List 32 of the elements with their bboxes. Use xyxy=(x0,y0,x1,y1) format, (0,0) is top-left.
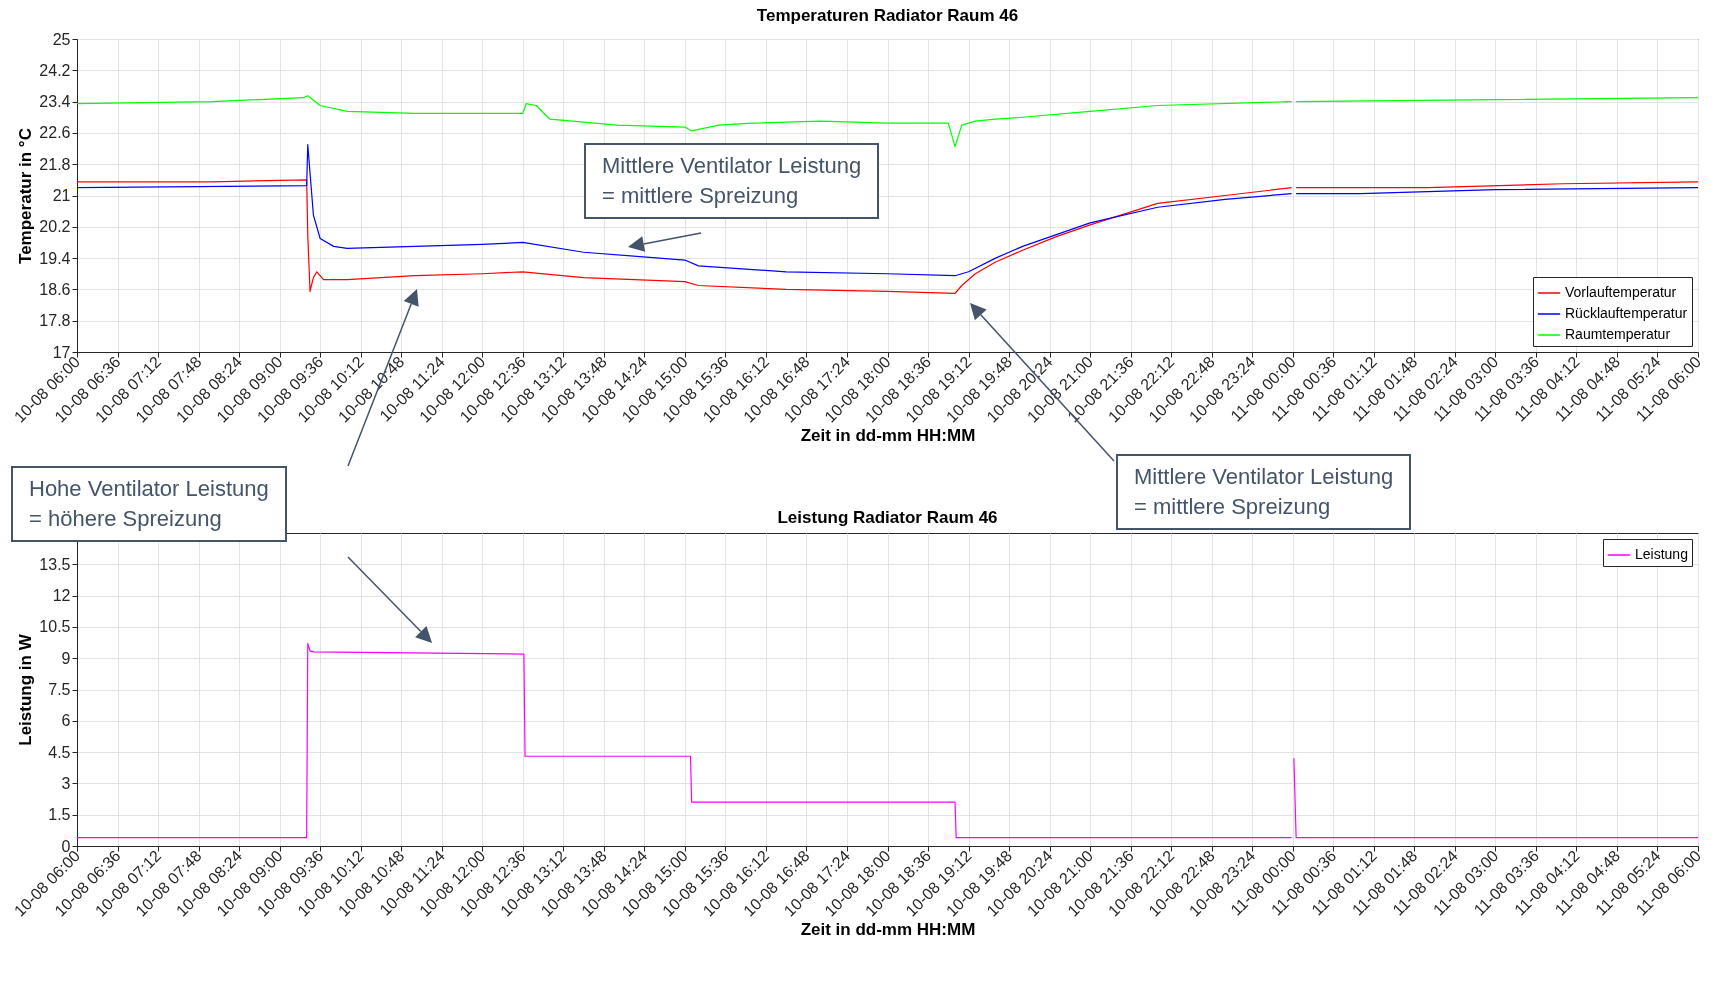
chart-title: Leistung Radiator Raum 46 xyxy=(777,508,998,527)
y-tick-label: 9 xyxy=(61,649,71,667)
y-tick-label: 19.4 xyxy=(39,249,71,267)
y-tick-label: 23.4 xyxy=(39,93,71,111)
y-tick-label: 10.5 xyxy=(39,618,71,636)
text: Hohe Ventilator Leistung = höhere Spreizung xyxy=(11,466,287,542)
legend-label: Raumtemperatur xyxy=(1565,326,1671,342)
y-axis-title: Leistung in W xyxy=(16,633,36,746)
y-tick-label: 18.6 xyxy=(39,280,71,298)
y-tick-label: 17.8 xyxy=(39,312,71,330)
y-tick-label: 22.6 xyxy=(39,124,71,142)
y-tick-label: 24.2 xyxy=(39,61,71,79)
annotation: Mittlere Ventilator Leistung = mittlere Spreizung xyxy=(584,143,880,219)
y-tick-label: 21.8 xyxy=(39,155,71,173)
y-axis-title: Temperatur in °C xyxy=(16,128,36,264)
y-tick-label: 25 xyxy=(52,30,71,48)
x-axis-title: Zeit in dd-mm HH:MM xyxy=(800,919,976,939)
legend-label: Vorlauftemperatur xyxy=(1565,284,1677,300)
text: Mittlere Ventilator Leistung = mittlere Spreizung xyxy=(1116,454,1412,530)
y-tick-label: 4.5 xyxy=(48,743,71,761)
y-tick-label: 6 xyxy=(61,712,71,730)
y-tick-label: 7.5 xyxy=(48,681,71,698)
y-tick-label: 20.2 xyxy=(39,218,71,236)
legend-label: Rücklauftemperatur xyxy=(1565,305,1688,321)
x-axis-title: Zeit in dd-mm HH:MM xyxy=(800,425,976,445)
chart-title: Temperaturen Radiator Raum 46 xyxy=(756,6,1019,25)
y-tick-label: 3 xyxy=(61,774,71,792)
y-tick-label: 12 xyxy=(52,587,71,605)
legend-label: Leistung xyxy=(1635,546,1688,562)
y-tick-label: 21 xyxy=(52,187,71,204)
y-tick-label: 13.5 xyxy=(39,555,71,573)
y-tick-label: 1.5 xyxy=(48,806,71,824)
